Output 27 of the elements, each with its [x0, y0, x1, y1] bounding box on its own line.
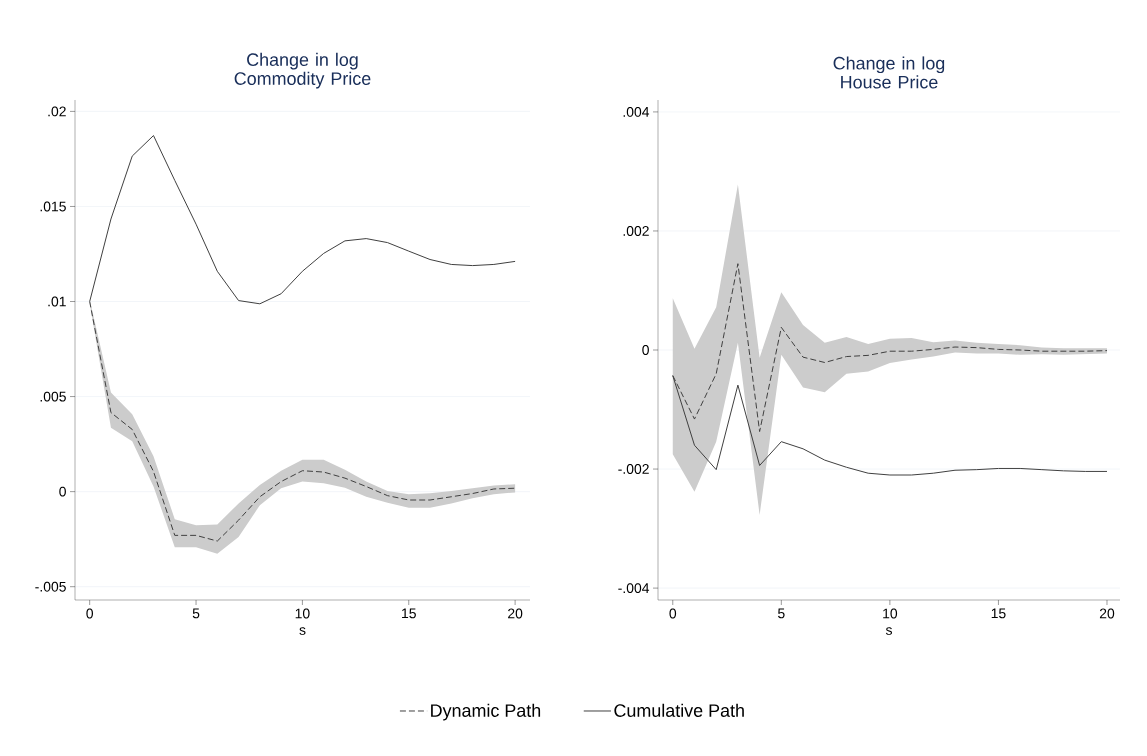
x-tick-label: 15 [402, 608, 416, 619]
y-tick-label: .02 [48, 106, 66, 117]
y-tick-label: -.002 [618, 464, 649, 474]
legend-label: Cumulative Path [614, 703, 744, 717]
y-tick-label: 0 [642, 345, 649, 355]
x-tick-label: 5 [192, 608, 200, 619]
y-tick-label: .002 [623, 226, 649, 236]
y-tick-label: -.005 [35, 581, 66, 592]
x-tick-label: 0 [86, 608, 94, 619]
x-axis-title: s [885, 627, 892, 635]
x-tick-label: 15 [991, 608, 1006, 619]
x-tick-label: 10 [883, 608, 898, 619]
legend-label: Dynamic Path [431, 703, 541, 721]
x-tick-label: 5 [778, 608, 785, 619]
x-tick-label: 20 [508, 608, 523, 619]
y-tick-label: .01 [48, 296, 66, 307]
y-tick-label: .015 [40, 201, 66, 212]
x-tick-label: 0 [669, 608, 677, 619]
chart-title: Change in log House Price [833, 56, 945, 89]
x-tick-label: 10 [295, 608, 310, 619]
chart-title: Change in log Commodity Price [234, 52, 371, 89]
y-tick-label: -.004 [618, 583, 650, 594]
y-tick-label: .005 [40, 391, 66, 402]
y-tick-label: .004 [623, 106, 650, 117]
y-tick-label: 0 [59, 486, 66, 497]
x-axis-title: s [299, 627, 306, 635]
x-tick-label: 20 [1099, 608, 1115, 619]
